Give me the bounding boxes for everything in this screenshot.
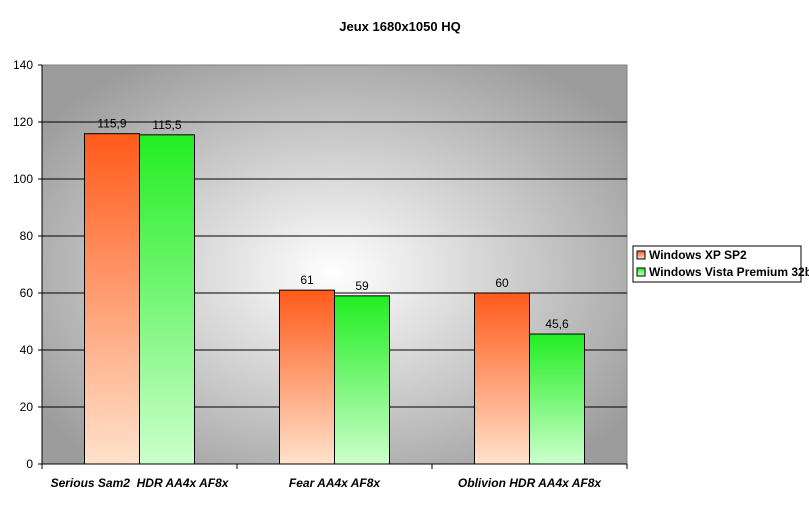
data-label: 61 xyxy=(300,273,314,287)
y-tick-label: 80 xyxy=(20,229,34,243)
data-labels: 115,9 115,5 61 59 60 45,6 xyxy=(97,117,569,331)
data-label: 115,9 xyxy=(97,117,126,131)
data-label: 45,6 xyxy=(545,317,569,331)
legend-label-windows-xp: Windows XP SP2 xyxy=(649,248,747,262)
legend-box xyxy=(632,245,802,283)
y-tick-label: 20 xyxy=(20,400,34,414)
y-tick-label: 120 xyxy=(13,115,33,129)
bars xyxy=(84,133,585,465)
bar-windows-xp-sp2-1 xyxy=(84,133,140,465)
data-label: 60 xyxy=(495,276,509,290)
y-tick-label: 140 xyxy=(13,58,33,72)
legend-label-windows-vista: Windows Vista Premium 32b xyxy=(649,265,809,279)
bar-windows-xp-sp2-2 xyxy=(279,289,335,465)
y-tick-label: 100 xyxy=(13,172,33,186)
legend: Windows XP SP2 Windows Vista Premium 32b xyxy=(632,245,809,283)
bar-windows-xp-sp2-3 xyxy=(474,292,530,465)
y-tick-label: 40 xyxy=(20,343,34,357)
bar-windows-vista-premium-32b-1 xyxy=(139,134,195,465)
bar-windows-vista-premium-32b-3 xyxy=(529,333,585,465)
x-category-label: Serious Sam2 HDR AA4x AF8x xyxy=(51,476,230,490)
y-tick-label: 0 xyxy=(26,457,33,471)
chart-title: Jeux 1680x1050 HQ xyxy=(339,19,460,34)
x-category-label: Oblivion HDR AA4x AF8x xyxy=(458,476,602,490)
bar-windows-vista-premium-32b-2 xyxy=(334,295,390,465)
x-category-label: Fear AA4x AF8x xyxy=(289,476,381,490)
legend-swatch-windows-xp xyxy=(636,250,646,260)
y-axis-ticks: 0 20 40 60 80 100 120 140 xyxy=(13,58,42,471)
data-label: 59 xyxy=(355,279,369,293)
legend-swatch-windows-vista xyxy=(636,267,646,277)
data-label: 115,5 xyxy=(152,118,181,132)
y-tick-label: 60 xyxy=(20,286,34,300)
x-axis-categories: Serious Sam2 HDR AA4x AF8x Fear AA4x AF8x… xyxy=(41,464,628,490)
